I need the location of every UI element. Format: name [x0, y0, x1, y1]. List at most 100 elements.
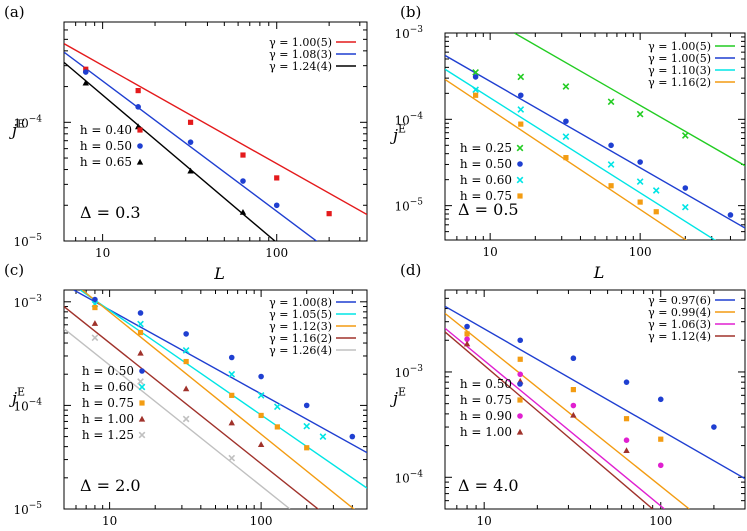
- series-legend-label: h = 0.50: [80, 139, 132, 153]
- data-point: [303, 422, 311, 430]
- series-legend-marker: [139, 400, 145, 406]
- data-point: [137, 320, 144, 328]
- fit-lines: [64, 290, 367, 509]
- data-point: [637, 199, 643, 205]
- series: [82, 69, 280, 209]
- series-legend-label: h = 1.00: [82, 412, 134, 426]
- data-point: [607, 161, 615, 168]
- series-legend-label: h = 0.60: [460, 173, 512, 187]
- series: [464, 336, 664, 469]
- x-axis-label: L: [213, 264, 225, 283]
- data-point: [472, 74, 479, 80]
- data-point: [304, 445, 310, 451]
- data-point: [517, 371, 524, 378]
- data-point: [570, 402, 577, 409]
- fit-legend-label: γ = 1.12(4): [648, 330, 711, 343]
- series: [473, 92, 659, 215]
- y-tick-label: 10−4: [13, 397, 42, 413]
- fit-legend-label: γ = 1.06(3): [648, 318, 711, 331]
- data-point: [92, 296, 98, 303]
- data-point: [562, 83, 570, 90]
- y-axis-label: jE: [9, 118, 25, 140]
- fit-legend-label: γ = 0.97(6): [648, 294, 711, 307]
- data-point: [182, 415, 190, 423]
- fit-line: [445, 327, 665, 509]
- delta-label: Δ = 0.5: [458, 200, 519, 219]
- series-legend-marker: [516, 176, 524, 184]
- fit-line: [445, 305, 745, 480]
- x-tick-label: 10: [102, 514, 117, 528]
- data-point: [517, 73, 525, 81]
- fit-line: [64, 305, 320, 509]
- data-point: [623, 416, 630, 422]
- series-legend-label: h = 0.50: [82, 364, 134, 378]
- data-point: [183, 331, 189, 337]
- series: [91, 320, 265, 448]
- fit-legend-label: γ = 1.05(5): [269, 308, 332, 321]
- data-point: [711, 424, 717, 430]
- series-legend-label: h = 0.75: [82, 396, 134, 410]
- data-point: [682, 185, 689, 191]
- fit-lines: [445, 305, 745, 509]
- data-point: [137, 378, 144, 385]
- data-point: [258, 412, 264, 419]
- series-legend-marker: [517, 161, 523, 167]
- y-tick-label: 10−5: [394, 198, 423, 214]
- data-point: [183, 358, 189, 365]
- data-point: [464, 331, 470, 337]
- series-legend-marker: [517, 193, 523, 199]
- fit-lines: [64, 43, 367, 241]
- data-point: [182, 346, 190, 354]
- fit-line: [64, 51, 318, 241]
- fit-line: [445, 68, 717, 240]
- data-point: [326, 211, 332, 217]
- data-point: [681, 132, 689, 139]
- data-point: [228, 354, 235, 361]
- data-point: [657, 462, 664, 469]
- series-legend-marker: [136, 158, 144, 165]
- y-tick-label: 10−3: [394, 364, 423, 380]
- data-point: [187, 167, 194, 174]
- data-point: [658, 436, 664, 442]
- data-point: [349, 433, 356, 440]
- fit-legend-label: γ = 1.00(5): [269, 36, 332, 49]
- data-point: [91, 320, 99, 326]
- data-point: [563, 118, 569, 125]
- data-point: [636, 110, 644, 118]
- series-legend-label: h = 0.50: [460, 377, 512, 391]
- series-legend-marker: [516, 144, 524, 152]
- series: [472, 74, 734, 218]
- x-axis-label: L: [593, 263, 605, 282]
- fit-legend-label: γ = 1.16(2): [648, 76, 711, 89]
- series-legend-label: h = 0.50: [460, 157, 512, 171]
- panel-label: (d): [400, 261, 421, 279]
- series-legend-marker: [138, 383, 146, 391]
- series: [464, 331, 664, 442]
- data-point: [91, 334, 99, 342]
- series-legend-marker: [138, 415, 146, 422]
- series: [83, 66, 332, 217]
- data-point: [229, 392, 235, 398]
- data-point: [135, 104, 141, 110]
- data-point: [83, 66, 89, 72]
- fit-line: [79, 290, 367, 489]
- series-legend-marker: [138, 431, 146, 439]
- plot-frame: [63, 21, 368, 242]
- data-point: [82, 69, 89, 75]
- data-point: [258, 373, 264, 380]
- fit-legend-label: γ = 1.12(3): [269, 320, 332, 333]
- y-axis-label: jE: [390, 386, 406, 408]
- fit-line: [64, 328, 291, 509]
- series-legend-label: h = 0.60: [82, 380, 134, 394]
- series-legend-label: h = 0.75: [460, 393, 512, 407]
- plot-frame: [444, 289, 746, 510]
- fit-line: [73, 290, 367, 454]
- data-point: [517, 106, 525, 113]
- series: [91, 334, 236, 462]
- delta-label: Δ = 0.3: [80, 203, 141, 222]
- y-tick-label: 10−5: [13, 233, 42, 249]
- series-legend-marker: [517, 397, 523, 403]
- data-point: [273, 403, 281, 411]
- data-point: [517, 92, 524, 99]
